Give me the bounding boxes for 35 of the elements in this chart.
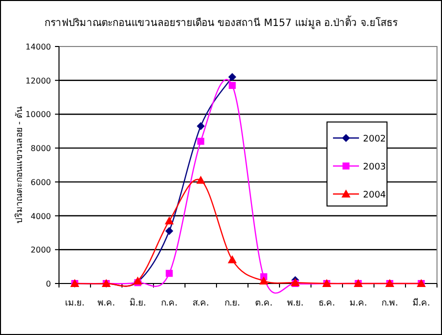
x-tick-label: เม.ย. xyxy=(64,298,85,308)
x-tick-label: ก.พ. xyxy=(381,298,398,308)
x-tick-label: ต.ค. xyxy=(254,298,273,308)
x-tick-label: พ.ย. xyxy=(286,298,304,308)
legend-label: 2004 xyxy=(363,190,386,200)
x-tick-label: ม.ค. xyxy=(349,298,368,308)
y-axis-title: ปริมาณตะกอนแขวนลอย - ตัน xyxy=(14,106,25,224)
point xyxy=(259,276,268,284)
chart-title: กราฟปริมาณตะกอนแขวนลอยรายเดือน ของสถานี M157 แม่มูล อ.ป่าติ้ว จ.ยโสธร xyxy=(44,15,398,29)
point xyxy=(228,82,236,89)
point xyxy=(196,122,205,130)
legend-label: 2003 xyxy=(363,162,386,172)
y-tick-label: 10000 xyxy=(26,110,51,120)
y-tick-label: 14000 xyxy=(26,42,51,52)
x-tick-label: ก.ย. xyxy=(224,298,240,308)
point xyxy=(228,255,237,264)
point xyxy=(196,176,206,184)
x-tick-label: ส.ค. xyxy=(192,298,210,308)
point xyxy=(197,138,204,145)
x-tick-label: มี.ค. xyxy=(412,298,430,308)
point xyxy=(166,270,173,277)
point xyxy=(165,227,174,236)
y-tick-label: 2000 xyxy=(30,246,51,255)
y-tick-label: 8000 xyxy=(30,144,51,154)
y-tick-label: 6000 xyxy=(30,178,51,187)
y-tick-label: 4000 xyxy=(30,212,51,221)
x-tick-label: มิ.ย. xyxy=(129,298,146,308)
legend-label: 2002 xyxy=(363,134,386,144)
x-tick-label: ธ.ค. xyxy=(318,298,336,308)
x-tick-label: พ.ค. xyxy=(97,298,116,308)
point xyxy=(228,72,236,81)
y-tick-label: 0 xyxy=(46,280,51,288)
point xyxy=(164,216,174,224)
x-tick-label: ก.ค. xyxy=(160,298,178,308)
y-tick-label: 12000 xyxy=(26,76,51,86)
